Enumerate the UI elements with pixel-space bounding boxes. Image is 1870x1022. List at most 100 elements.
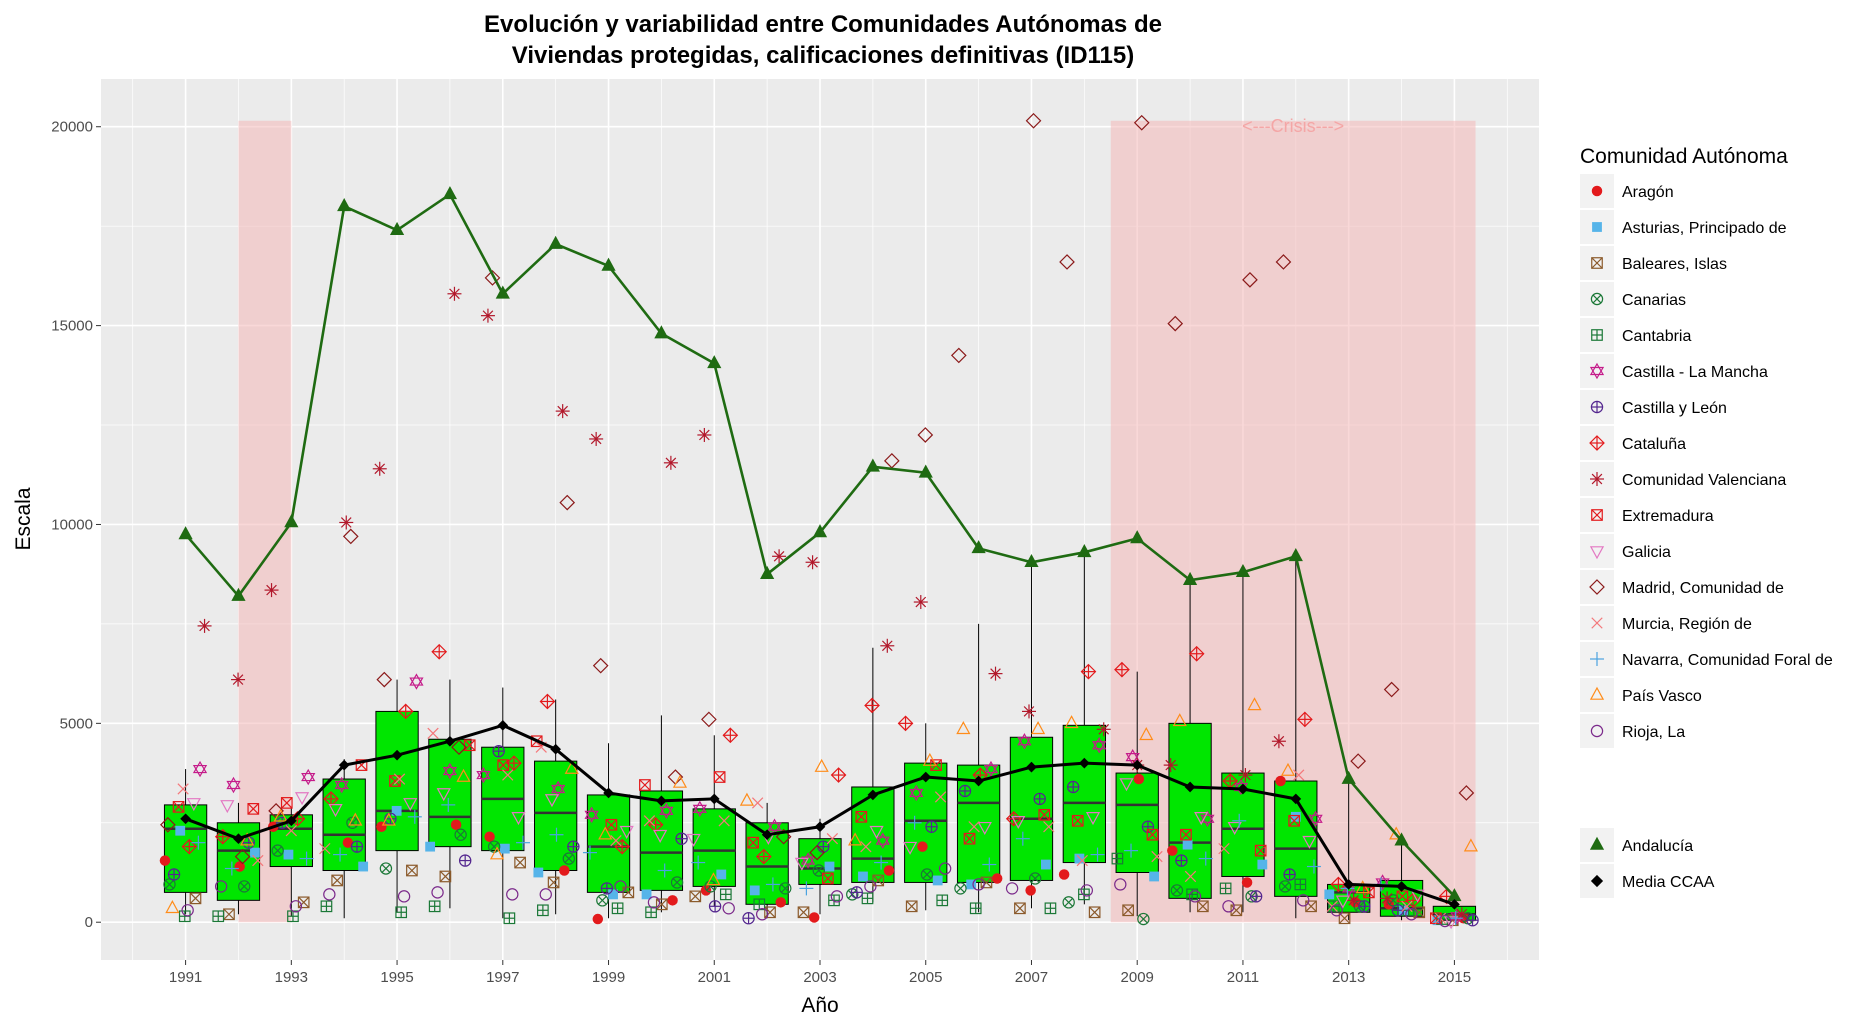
marker-stroke (1151, 850, 1163, 863)
data-point-pa-s-vasco (1247, 697, 1262, 711)
marker-stroke (605, 819, 618, 831)
marker-dot (667, 895, 678, 906)
marker-outline (761, 829, 773, 841)
marker-stroke (963, 833, 976, 845)
marker-outline (973, 775, 984, 787)
marker-outline (1242, 272, 1258, 288)
data-point-catalu-a (1114, 661, 1130, 678)
marker-outline (656, 795, 667, 807)
marker-outline (584, 806, 599, 819)
data-point-castilla-la-mancha (409, 673, 424, 690)
marker-dot (283, 849, 294, 860)
legend-symbol (1590, 292, 1604, 306)
series-point-andalucia (865, 458, 880, 472)
series-point-media-ccaa (444, 735, 456, 747)
data-point-arag-n (484, 831, 495, 842)
data-point-castilla-la-mancha (1017, 733, 1032, 750)
data-point-baleares-islas (1230, 904, 1243, 917)
marker-outline (909, 784, 924, 798)
marker-outline (328, 804, 343, 818)
marker-outline (872, 874, 885, 887)
data-point-canarias (1137, 912, 1150, 926)
marker-outline (1350, 753, 1367, 769)
legend-extra-entries: Andalucía Media CCAA (1580, 828, 1715, 898)
data-point-navarra-comunidad-foral-de (1090, 847, 1105, 862)
legend-symbol (1591, 509, 1603, 521)
marker-outline (954, 882, 967, 895)
data-point-rioja-la (397, 890, 411, 903)
data-point-pa-s-vasco (489, 846, 505, 860)
data-point-comunidad-valenciana (1238, 768, 1253, 783)
marker-outline (454, 828, 467, 841)
marker-stroke (764, 906, 776, 918)
marker-stroke (915, 596, 927, 608)
series-point-media-ccaa (1396, 881, 1407, 892)
data-point-castilla-y-le-n (600, 882, 614, 895)
marker-outline (397, 890, 411, 903)
marker-dot (1324, 889, 1335, 900)
marker-stroke (990, 668, 1001, 679)
marker-dot (1025, 885, 1036, 896)
marker-outline (1396, 881, 1407, 892)
marker-stroke (672, 878, 682, 887)
data-point-rioja-la (1222, 900, 1235, 913)
marker-outline (659, 806, 674, 820)
data-point-castilla-y-le-n (817, 840, 830, 853)
data-point-arag-n (883, 865, 895, 876)
series-point-media-ccaa (920, 771, 932, 783)
data-point-comunidad-valenciana (231, 672, 246, 687)
marker-outline (381, 812, 396, 826)
data-point-galicia (653, 829, 668, 843)
marker-outline (172, 801, 185, 813)
series-point-media-ccaa (1449, 898, 1460, 910)
marker-dot (749, 885, 760, 896)
marker-dot (1041, 859, 1051, 870)
box-2007 (1009, 560, 1054, 909)
marker-dot (966, 879, 977, 890)
marker-outline (1130, 530, 1145, 544)
data-point-navarra-comunidad-foral-de (299, 851, 314, 866)
marker-outline (605, 818, 618, 831)
marker-outline (551, 780, 566, 794)
data-point-comunidad-valenciana (480, 308, 495, 323)
marker-stroke (855, 811, 867, 823)
marker-outline (1184, 781, 1196, 793)
marker-outline (1389, 826, 1404, 840)
legend-entry: Cataluña (1580, 426, 1686, 460)
marker-outline (739, 792, 755, 806)
marker-dot (1133, 773, 1145, 785)
series-point-andalucia (337, 198, 352, 212)
marker-outline (1589, 366, 1605, 380)
marker-stroke (319, 842, 331, 855)
data-point-castilla-la-mancha (476, 766, 491, 784)
marker-outline (1077, 544, 1092, 558)
marker-outline (592, 657, 609, 674)
marker-stroke (281, 797, 293, 809)
data-point-catalu-a (506, 755, 522, 771)
marker-outline (1308, 814, 1323, 827)
data-point-baleares-islas (797, 906, 810, 919)
marker-stroke (751, 797, 764, 809)
marker-stroke (406, 864, 418, 877)
series-point-andalucia (918, 464, 933, 478)
marker-outline (1167, 315, 1184, 332)
series-point-media-ccaa (233, 833, 244, 845)
data-point-baleares-islas (1305, 900, 1317, 913)
x-tick-label: 1995 (380, 969, 413, 986)
legend-symbol (1589, 546, 1605, 560)
series-point-andalucia (707, 355, 722, 369)
data-point-asturias-principado-de (175, 825, 186, 836)
marker-outline (601, 257, 616, 271)
box-body (586, 794, 631, 893)
marker-outline (1017, 733, 1032, 746)
data-point-murcia-regi-n-de (1151, 850, 1163, 863)
marker-outline (1170, 884, 1184, 897)
box-1996 (428, 679, 472, 909)
data-point-murcia-regi-n-de (1184, 870, 1197, 883)
marker-outline (1591, 509, 1603, 521)
marker-dot (1275, 775, 1286, 787)
y-tick-label: 20000 (51, 119, 93, 136)
marker-stroke (247, 803, 259, 815)
data-point-extremadura (172, 801, 185, 813)
marker-outline (950, 347, 967, 364)
